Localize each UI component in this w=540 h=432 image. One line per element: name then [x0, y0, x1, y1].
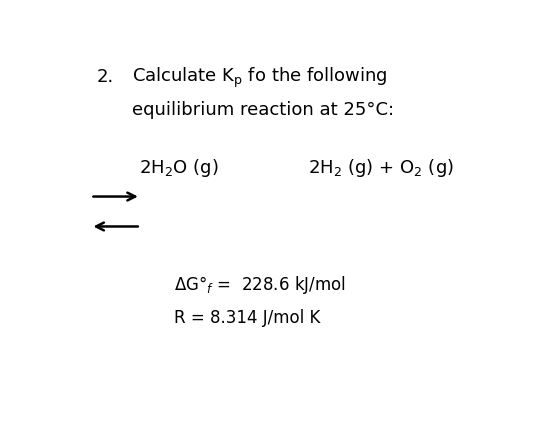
Text: R = 8.314 J/mol K: R = 8.314 J/mol K — [174, 309, 321, 327]
Text: 2.: 2. — [97, 68, 114, 86]
Text: $\mathregular{2H_2}$ (g) + $\mathregular{O_2}$ (g): $\mathregular{2H_2}$ (g) + $\mathregular… — [308, 157, 454, 179]
Text: $\mathregular{2H_2O}$ (g): $\mathregular{2H_2O}$ (g) — [139, 157, 218, 179]
Text: Calculate $\mathregular{K_p}$ fo the following: Calculate $\mathregular{K_p}$ fo the fol… — [132, 66, 388, 90]
Text: equilibrium reaction at 25°C:: equilibrium reaction at 25°C: — [132, 101, 395, 119]
Text: $\mathregular{\Delta G°_{\mathit{f}}}$ =  228.6 kJ/mol: $\mathregular{\Delta G°_{\mathit{f}}}$ =… — [174, 274, 346, 295]
